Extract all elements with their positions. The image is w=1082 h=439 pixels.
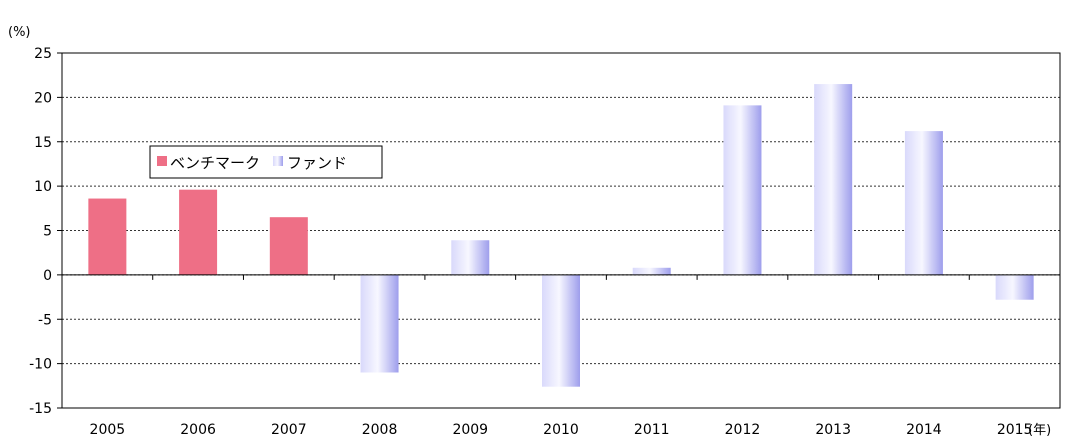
y-tick-label: -15	[29, 401, 52, 417]
bar-fund	[814, 84, 853, 275]
x-tick-labels: 2005 2006 2007 2008 2009 2010 2011 2012 2013 2014…	[90, 422, 1033, 438]
y-tick-labels: 25 20 15 10 5 0 -5 -10 -15	[29, 46, 52, 417]
bar-fund	[995, 274, 1034, 300]
x-tick-label: 2015	[997, 422, 1033, 438]
bar-fund	[451, 240, 490, 275]
y-tick-label: 15	[34, 135, 52, 151]
x-tick-label: 2010	[543, 422, 579, 438]
x-tick-label: 2009	[452, 422, 488, 438]
x-tick-label: 2013	[815, 422, 851, 438]
bar-fund	[632, 267, 671, 275]
y-tick-label: 25	[34, 46, 52, 62]
axes	[57, 52, 1061, 409]
y-tick-label: 20	[34, 90, 52, 106]
x-tick-label: 2012	[725, 422, 761, 438]
y-tick-label: 10	[34, 179, 52, 195]
bar-benchmark	[179, 189, 218, 275]
legend: ベンチマーク ファンド	[149, 145, 383, 179]
x-unit-label: (年)	[1028, 423, 1051, 438]
legend-swatch-benchmark	[157, 156, 167, 166]
bar-fund	[904, 131, 943, 275]
y-tick-label: 0	[43, 268, 52, 284]
legend-label-benchmark: ベンチマーク	[170, 154, 260, 172]
legend-label-fund: ファンド	[287, 154, 347, 172]
x-tick-label: 2005	[90, 422, 126, 438]
x-tick-label: 2011	[634, 422, 670, 438]
x-tick-label: 2007	[271, 422, 307, 438]
legend-box	[149, 145, 383, 179]
y-tick-label: -10	[29, 357, 52, 373]
bar-fund	[542, 274, 580, 387]
bar-benchmark	[269, 217, 308, 275]
x-tick-label: 2006	[180, 422, 216, 438]
bar-fund	[723, 105, 762, 275]
x-tick-label: 2008	[362, 422, 398, 438]
bar-benchmark	[88, 198, 127, 275]
legend-swatch-fund	[273, 156, 283, 166]
y-tick-label: 5	[43, 224, 52, 240]
y-tick-label: -5	[38, 312, 52, 328]
bar-fund	[360, 274, 399, 373]
y-unit-label: (%)	[8, 25, 31, 40]
bars	[88, 84, 1034, 387]
x-tick-label: 2014	[906, 422, 942, 438]
